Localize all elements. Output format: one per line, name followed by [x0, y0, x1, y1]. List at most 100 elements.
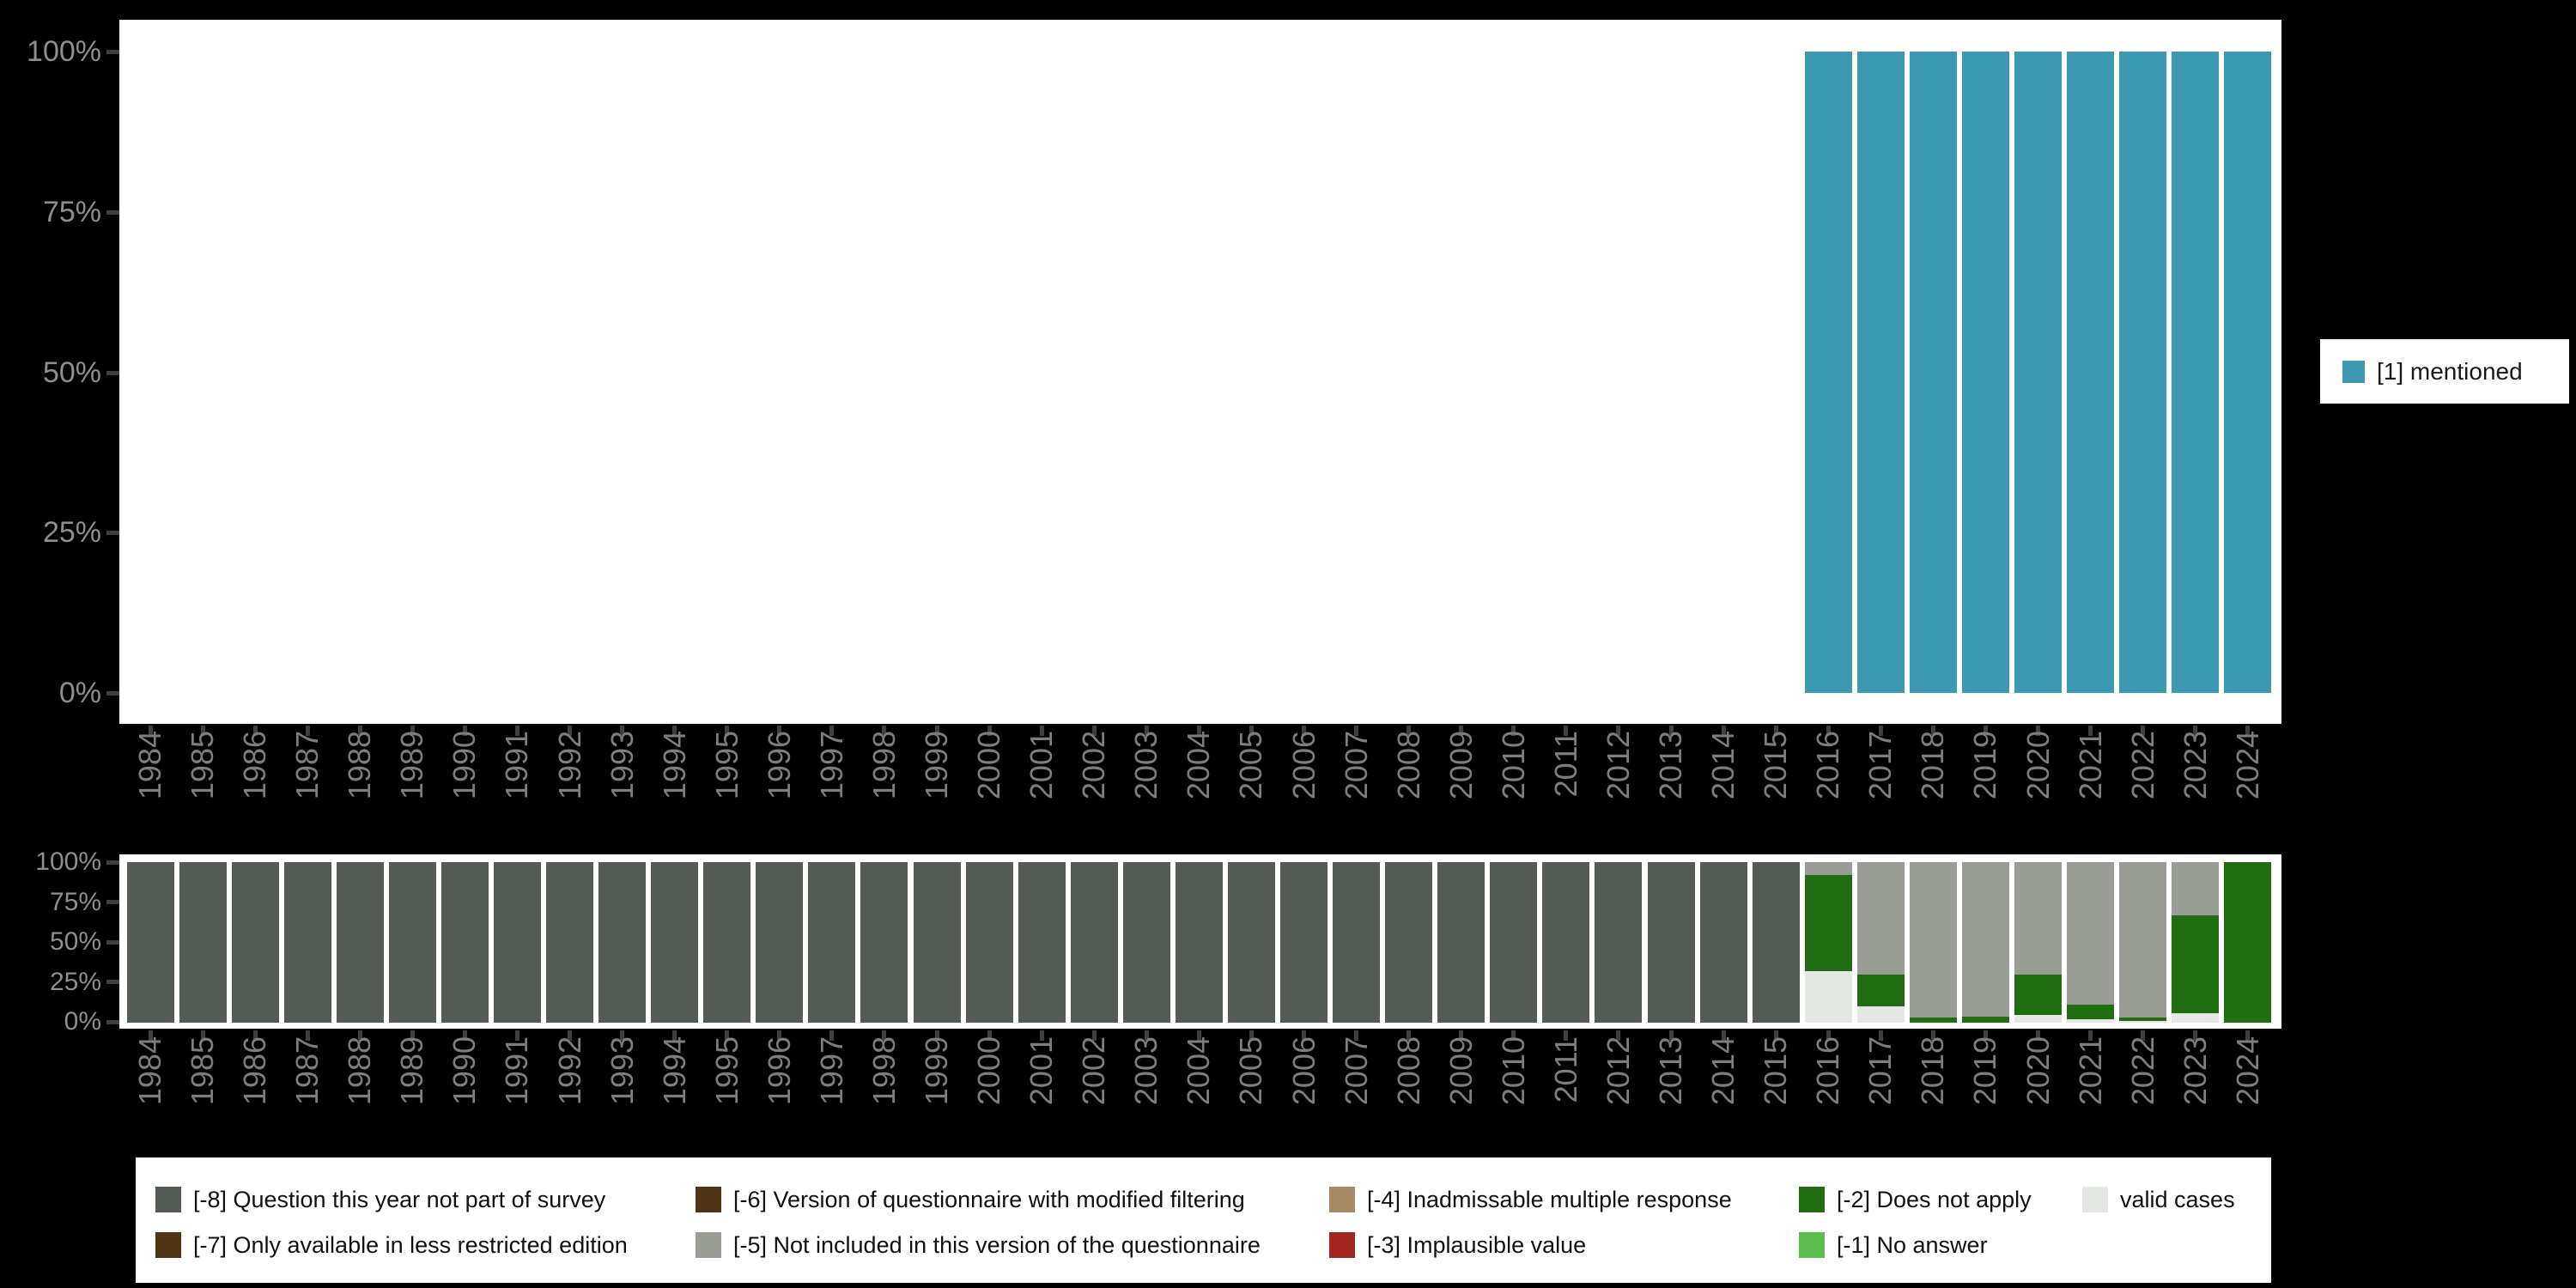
x-axis-tick-bottom [1616, 1030, 1621, 1041]
x-axis-label-bottom: 1985 [185, 1036, 221, 1106]
x-axis-tick-bottom [2036, 1030, 2041, 1041]
x-axis-tick-top [672, 726, 677, 736]
x-axis-tick-bottom [1091, 1030, 1097, 1041]
bar-missing-2018 [1909, 862, 1957, 1018]
bar-missing-1984 [126, 862, 174, 1023]
legend-label: [-5] Not included in this version of the… [733, 1232, 1261, 1258]
x-axis-tick-top [725, 726, 730, 736]
legend-swatch [2082, 1187, 2108, 1212]
x-axis-tick-top [1930, 726, 1935, 736]
x-axis-tick-top [2088, 726, 2093, 736]
x-axis-label-bottom: 1995 [708, 1036, 744, 1106]
x-axis-label-bottom: 2024 [2229, 1036, 2265, 1106]
x-axis-tick-top [200, 726, 205, 736]
x-axis-label-top: 2005 [1233, 731, 1269, 800]
x-axis-label-top: 1986 [237, 731, 273, 800]
x-axis-tick-bottom [148, 1030, 153, 1041]
legend-swatch [1329, 1187, 1355, 1212]
y-axis-tick-top [106, 210, 119, 215]
bar-mentioned-2022 [2119, 52, 2167, 693]
bar-mentioned-2024 [2224, 52, 2272, 693]
bar-mentioned-2023 [2172, 52, 2220, 693]
x-axis-tick-bottom [934, 1030, 939, 1041]
x-axis-tick-top [1459, 726, 1464, 736]
legend-label: [-3] Implausible value [1367, 1232, 1587, 1258]
x-axis-label-bottom: 2013 [1653, 1036, 1689, 1106]
x-axis-tick-bottom [1302, 1030, 1307, 1041]
bar-missing-1990 [440, 862, 489, 1023]
x-axis-tick-bottom [2193, 1030, 2198, 1041]
x-axis-tick-bottom [514, 1030, 519, 1041]
x-axis-tick-top [1406, 726, 1412, 736]
x-axis-label-top: 1997 [813, 731, 849, 800]
x-axis-tick-bottom [1826, 1030, 1831, 1041]
bar-missing-1998 [860, 862, 908, 1023]
x-axis-tick-top [462, 726, 467, 736]
x-axis-label-top: 2021 [2072, 731, 2108, 800]
x-axis-label-bottom: 1997 [813, 1036, 849, 1106]
x-axis-tick-bottom [200, 1030, 205, 1041]
legend-label: [-2] Does not apply [1837, 1187, 2032, 1212]
bar-missing-2016 [1804, 874, 1852, 972]
x-axis-label-bottom: 2001 [1024, 1036, 1060, 1106]
legend-swatch [696, 1232, 721, 1258]
x-axis-label-top: 2023 [2177, 731, 2213, 800]
x-axis-tick-top [1616, 726, 1621, 736]
x-axis-label-bottom: 2018 [1915, 1036, 1951, 1106]
x-axis-label-top: 1990 [447, 731, 483, 800]
x-axis-label-top: 1992 [551, 731, 587, 800]
x-axis-tick-bottom [987, 1030, 992, 1041]
x-axis-label-bottom: 1999 [919, 1036, 955, 1106]
bar-missing-2021 [2067, 1019, 2115, 1023]
bar-missing-2023 [2172, 914, 2220, 1013]
x-axis-label-top: 1985 [185, 731, 221, 800]
x-axis-tick-top [2036, 726, 2041, 736]
x-axis-label-top: 2010 [1495, 731, 1531, 800]
x-axis-tick-bottom [1354, 1030, 1359, 1041]
y-axis-tick-top [106, 370, 119, 375]
x-axis-tick-top [1196, 726, 1201, 736]
x-axis-tick-top [357, 726, 362, 736]
x-axis-label-bottom: 2011 [1547, 1036, 1583, 1103]
bar-missing-2006 [1280, 862, 1328, 1023]
x-axis-tick-top [252, 726, 258, 736]
x-axis-tick-top [305, 726, 310, 736]
x-axis-label-top: 2015 [1758, 731, 1794, 800]
y-axis-label-bottom: 50% [49, 927, 101, 956]
x-axis-tick-bottom [1459, 1030, 1464, 1041]
x-axis-tick-bottom [1511, 1030, 1516, 1041]
x-axis-tick-top [1564, 726, 1569, 736]
x-axis-tick-bottom [829, 1030, 835, 1041]
x-axis-tick-bottom [410, 1030, 415, 1041]
bar-missing-2022 [2119, 1018, 2167, 1022]
y-axis-label-top: 0% [58, 677, 101, 709]
bar-missing-2004 [1175, 862, 1223, 1023]
x-axis-label-bottom: 2002 [1076, 1036, 1112, 1106]
x-axis-label-bottom: 2010 [1495, 1036, 1531, 1106]
mentioned-legend-label: [1] mentioned [2377, 357, 2523, 385]
x-axis-label-top: 2006 [1285, 731, 1321, 800]
bar-missing-2007 [1333, 862, 1381, 1023]
x-axis-label-bottom: 2000 [971, 1036, 1007, 1106]
bar-missing-2017 [1856, 862, 1905, 975]
x-axis-tick-top [620, 726, 625, 736]
x-axis-label-bottom: 2007 [1338, 1036, 1374, 1106]
bar-missing-2020 [2014, 974, 2063, 1015]
bar-missing-2023 [2172, 1012, 2220, 1023]
legend-label: [-6] Version of questionnaire with modif… [733, 1187, 1245, 1212]
x-axis-label-bottom: 2020 [2020, 1036, 2056, 1106]
y-axis-tick-top [106, 690, 119, 696]
x-axis-tick-top [2193, 726, 2198, 736]
x-axis-label-bottom: 2003 [1128, 1036, 1164, 1106]
y-axis-label-top: 25% [42, 516, 101, 549]
x-axis-tick-top [148, 726, 153, 736]
x-axis-label-bottom: 1991 [499, 1036, 535, 1106]
x-axis-label-top: 2014 [1705, 731, 1741, 800]
x-axis-label-bottom: 2014 [1705, 1036, 1741, 1106]
bar-mentioned-2018 [1909, 52, 1957, 693]
bar-missing-2000 [965, 862, 1013, 1023]
x-axis-label-top: 2018 [1915, 731, 1951, 800]
bar-missing-2019 [1961, 862, 2009, 1017]
x-axis-label-bottom: 2023 [2177, 1036, 2213, 1106]
